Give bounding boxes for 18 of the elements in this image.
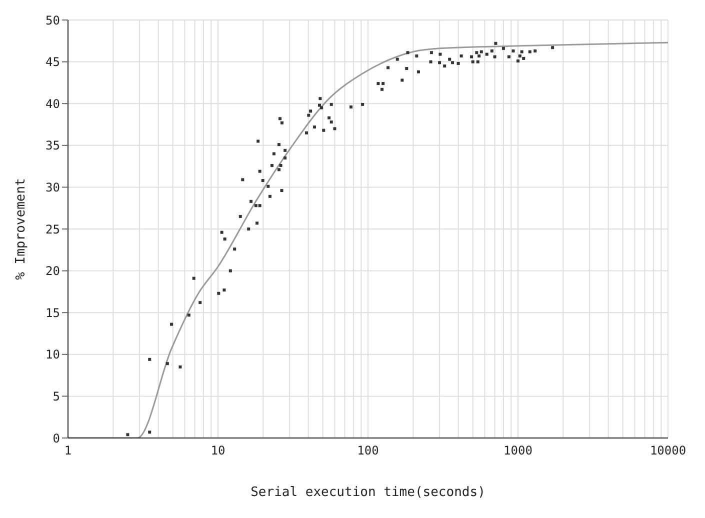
x-tick-label: 1000 [504, 444, 532, 458]
y-tick-label: 5 [52, 389, 60, 404]
y-tick-label: 10 [46, 348, 60, 362]
y-axis-title: % Improvement [14, 178, 29, 280]
y-tick-label: 15 [46, 306, 60, 320]
x-axis-title: Serial execution time(seconds) [250, 485, 486, 500]
y-tick-label: 50 [46, 13, 60, 28]
x-tick-label: 10000 [650, 444, 686, 458]
y-tick-label: 35 [46, 138, 60, 153]
y-tick-label: 45 [46, 55, 60, 70]
y-tick-label: 20 [46, 264, 60, 278]
y-tick-label: 0 [52, 431, 60, 446]
x-tick-label: 1 [64, 444, 72, 458]
y-tick-label: 25 [46, 222, 60, 236]
x-tick-label: 10 [210, 444, 226, 458]
y-tick-label: 40 [46, 96, 60, 111]
x-tick-label: 100 [357, 444, 379, 458]
y-tick-label: 30 [46, 180, 60, 194]
